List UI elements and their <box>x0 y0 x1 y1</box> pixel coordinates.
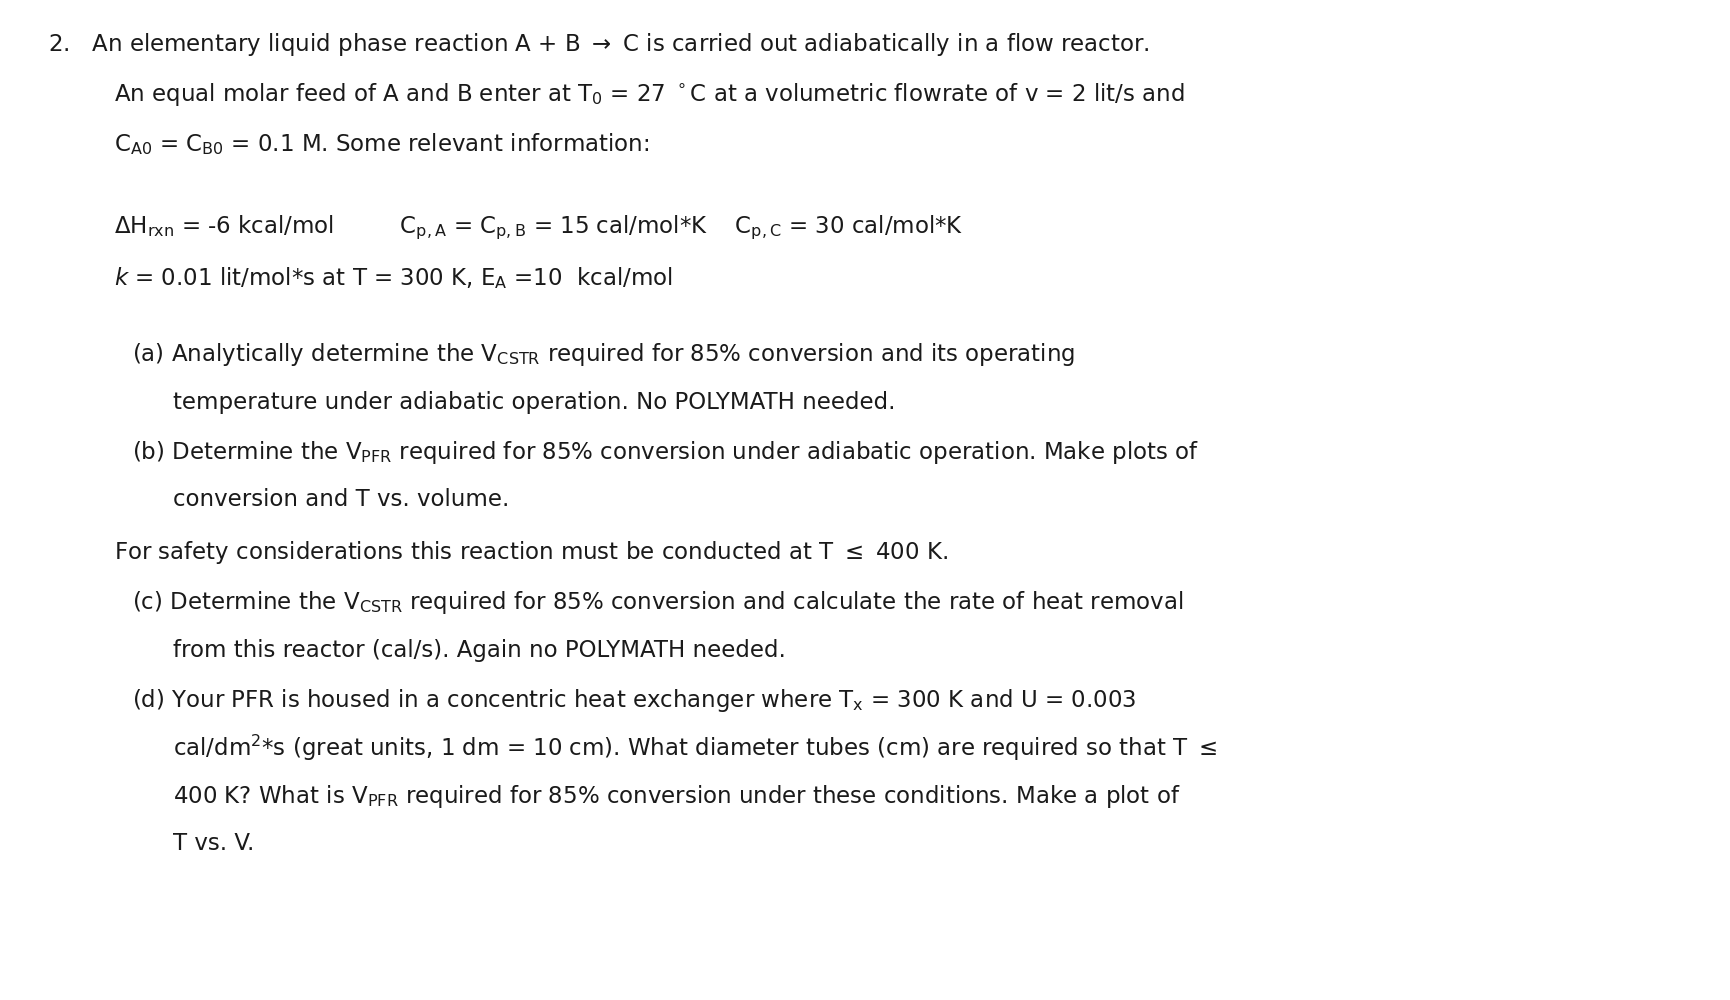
Text: (c) Determine the V$_{\mathrm{CSTR}}$ required for 85% conversion and calculate : (c) Determine the V$_{\mathrm{CSTR}}$ re… <box>131 589 1182 616</box>
Text: (d) Your PFR is housed in a concentric heat exchanger where T$_{\mathrm{x}}$ = 3: (d) Your PFR is housed in a concentric h… <box>131 686 1135 714</box>
Text: C$_{\mathrm{A0}}$ = C$_{\mathrm{B0}}$ = 0.1 M. Some relevant information:: C$_{\mathrm{A0}}$ = C$_{\mathrm{B0}}$ = … <box>114 131 649 157</box>
Text: An equal molar feed of A and B enter at T$_0$ = 27 $^\circ$C at a volumetric flo: An equal molar feed of A and B enter at … <box>114 81 1183 107</box>
Text: (a) Analytically determine the V$_{\mathrm{CSTR}}$ required for 85% conversion a: (a) Analytically determine the V$_{\math… <box>131 342 1074 368</box>
Text: temperature under adiabatic operation. No POLYMATH needed.: temperature under adiabatic operation. N… <box>173 391 894 414</box>
Text: $k$ = 0.01 lit/mol*s at T = 300 K, E$_{\mathrm{A}}$ =10  kcal/mol: $k$ = 0.01 lit/mol*s at T = 300 K, E$_{\… <box>114 265 673 291</box>
Text: T vs. V.: T vs. V. <box>173 832 254 856</box>
Text: $\Delta$H$_{\mathrm{rxn}}$ = -6 kcal/mol         C$_{\mathrm{p,A}}$ = C$_{\mathr: $\Delta$H$_{\mathrm{rxn}}$ = -6 kcal/mol… <box>114 214 964 242</box>
Text: (b) Determine the V$_{\mathrm{PFR}}$ required for 85% conversion under adiabatic: (b) Determine the V$_{\mathrm{PFR}}$ req… <box>131 438 1197 466</box>
Text: conversion and T vs. volume.: conversion and T vs. volume. <box>173 488 509 512</box>
Text: cal/dm$^2$*s (great units, 1 dm = 10 cm). What diameter tubes (cm) are required : cal/dm$^2$*s (great units, 1 dm = 10 cm)… <box>173 733 1216 763</box>
Text: For safety considerations this reaction must be conducted at T $\leq$ 400 K.: For safety considerations this reaction … <box>114 540 948 566</box>
Text: from this reactor (cal/s). Again no POLYMATH needed.: from this reactor (cal/s). Again no POLY… <box>173 640 785 662</box>
Text: 2.   An elementary liquid phase reaction A + B $\rightarrow$ C is carried out ad: 2. An elementary liquid phase reaction A… <box>48 30 1149 57</box>
Text: 400 K? What is V$_{\mathrm{PFR}}$ required for 85% conversion under these condit: 400 K? What is V$_{\mathrm{PFR}}$ requir… <box>173 782 1180 810</box>
